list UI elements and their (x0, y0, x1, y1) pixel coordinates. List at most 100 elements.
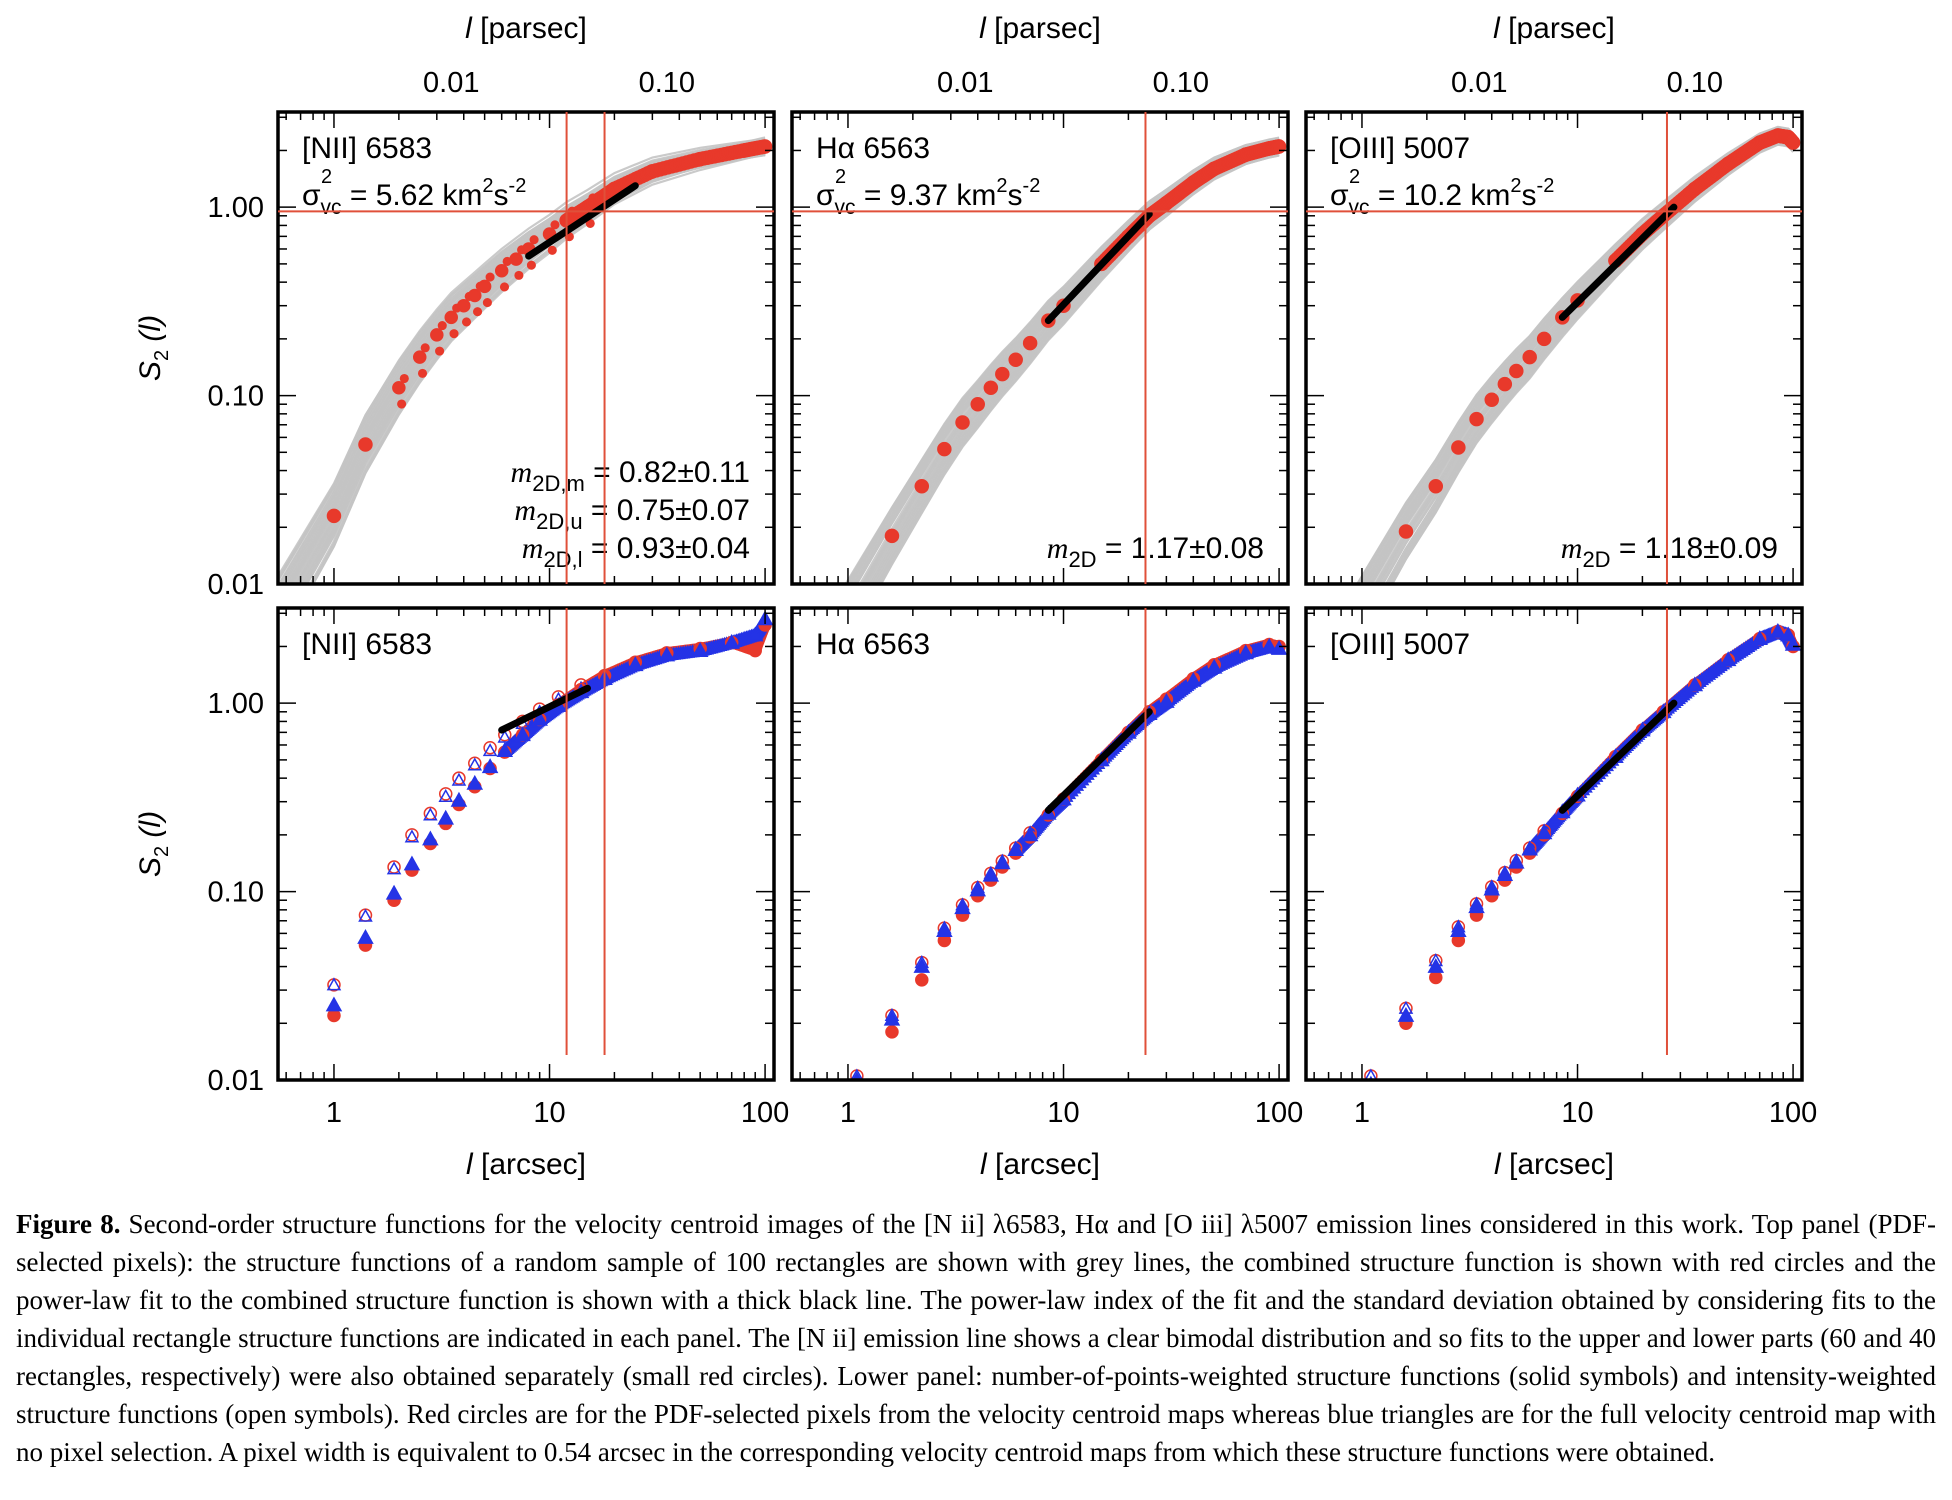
open-blue-triangle (1364, 1068, 1378, 1080)
small-red-circle-upper (529, 235, 539, 245)
x-tick-label: 100 (1769, 1097, 1817, 1129)
small-red-circle-lower (514, 270, 524, 280)
grey-structure-line (1374, 138, 1794, 584)
solid-blue-triangle (1397, 1006, 1415, 1022)
grey-structure-line (845, 149, 1280, 584)
red-circle-point (494, 263, 509, 278)
open-red-circle (405, 828, 419, 842)
open-blue-triangle (467, 757, 483, 771)
m-symbol: m (511, 456, 533, 489)
slope-annotation: m2D,l = 0.93±0.04 (522, 532, 750, 572)
solid-blue-triangle (883, 1010, 901, 1026)
grey-structure-line (1377, 138, 1794, 584)
top-tick-label: 0.01 (1451, 67, 1507, 99)
caption-text: Second-order structure functions for the… (16, 1209, 1936, 1467)
red-circle-point (983, 380, 999, 396)
ylabel-sub: 2 (151, 846, 173, 857)
sigma-squared: 2 (321, 166, 332, 188)
y-tick-label: 0.10 (208, 877, 264, 909)
grey-structure-line (855, 146, 1280, 584)
grey-structure-line (1377, 131, 1794, 584)
panel-title: [OIII] 5007 (1330, 628, 1470, 661)
solid-red-circle (885, 1025, 899, 1039)
grey-structure-line (1361, 141, 1794, 584)
solid-blue-triangle (746, 626, 764, 642)
solid-blue-triangle (1780, 626, 1797, 642)
open-blue-triangle (358, 908, 373, 922)
x-tick-label: 1 (326, 1097, 342, 1129)
solid-blue-triangle (627, 656, 644, 672)
open-red-circle (438, 787, 453, 801)
solid-blue-triangle (450, 791, 468, 807)
grey-structure-line (845, 143, 1280, 584)
open-red-circle (483, 740, 497, 755)
xlabel-unit: [arcsec] (1509, 1148, 1614, 1181)
x-tick-label: 100 (741, 1097, 789, 1129)
sigma-annotation: σvc = 9.37 km2s-2 (816, 175, 1040, 219)
plot-area (850, 637, 1288, 1080)
small-red-circle-lower (472, 307, 483, 317)
panel-frame (1304, 606, 1804, 1082)
panel-title: Hα 6563 (816, 628, 930, 661)
solid-blue-triangle (691, 642, 709, 658)
grey-structure-line (1359, 141, 1794, 584)
m-sub: 2D,m (532, 471, 585, 496)
m-symbol: m (514, 494, 536, 527)
solid-blue-triangle (403, 855, 421, 871)
ylabel-arg: (l) (134, 811, 167, 846)
grey-structure-line (845, 149, 1280, 584)
grey-structure-line (863, 144, 1280, 584)
solid-blue-triangle (357, 929, 374, 944)
top-tick-label: 0.01 (423, 67, 479, 99)
red-circle-point (1022, 335, 1038, 351)
solid-blue-triangle (531, 710, 548, 726)
grey-structure-line (862, 145, 1280, 584)
top-label-unit: [parsec] (994, 12, 1101, 45)
xlabel-unit: [arcsec] (481, 1148, 586, 1181)
x-tick-label: 10 (1047, 1097, 1079, 1129)
red-circle-point (995, 366, 1010, 382)
grey-structure-line (848, 145, 1280, 584)
solid-blue-triangle (1468, 898, 1485, 914)
red-circle-dense (1785, 135, 1801, 150)
sigma-value: = 5.62 km (342, 179, 483, 212)
small-red-circle-lower (417, 368, 428, 378)
grey-structure-line (848, 148, 1280, 584)
red-circle-point (1522, 349, 1537, 365)
solid-blue-triangle (1007, 841, 1024, 856)
figure-caption: Figure 8. Second-order structure function… (16, 1205, 1936, 1471)
grey-structure-line (1375, 143, 1794, 584)
power-law-fit-line (498, 684, 591, 734)
grey-structure-line (862, 153, 1280, 584)
top-label-unit: [parsec] (480, 12, 587, 45)
top-axis-label: l [parsec] (1493, 12, 1615, 45)
open-red-circle (452, 771, 466, 785)
ylabel-sub: 2 (151, 350, 173, 361)
solid-blue-triangle (422, 830, 439, 846)
grey-structure-line (855, 136, 1280, 584)
small-red-circle-lower (461, 317, 472, 327)
grey-structure-line (854, 145, 1280, 584)
grey-structure-line (849, 143, 1280, 584)
m-value: = 1.18±0.09 (1611, 532, 1778, 565)
panel-bottom-2: 1 10 100 l [arcsec] [OIII] 5007 (1304, 606, 1817, 1181)
solid-blue-triangle (723, 633, 740, 649)
grey-structure-line (311, 148, 766, 584)
top-label-var: l (1493, 12, 1508, 45)
solid-blue-triangle (1686, 676, 1704, 692)
solid-blue-triangle (437, 809, 455, 825)
solid-blue-triangle (514, 726, 531, 742)
solid-blue-triangle (1508, 853, 1525, 869)
grey-structure-line (850, 151, 1280, 584)
solid-blue-triangle (1185, 671, 1202, 687)
grey-structure-line (860, 141, 1280, 584)
solid-blue-triangle (385, 884, 403, 900)
sigma-value: = 9.37 km (856, 179, 997, 212)
small-red-circle-lower (482, 298, 492, 308)
grey-structure-line (861, 139, 1280, 584)
panel-frame (1304, 110, 1804, 586)
slope-annotation: m2D = 1.17±0.08 (1047, 532, 1264, 572)
solid-blue-triangle (1427, 958, 1445, 973)
grey-structure-line (1388, 143, 1794, 584)
top-tick-label: 0.01 (937, 67, 993, 99)
